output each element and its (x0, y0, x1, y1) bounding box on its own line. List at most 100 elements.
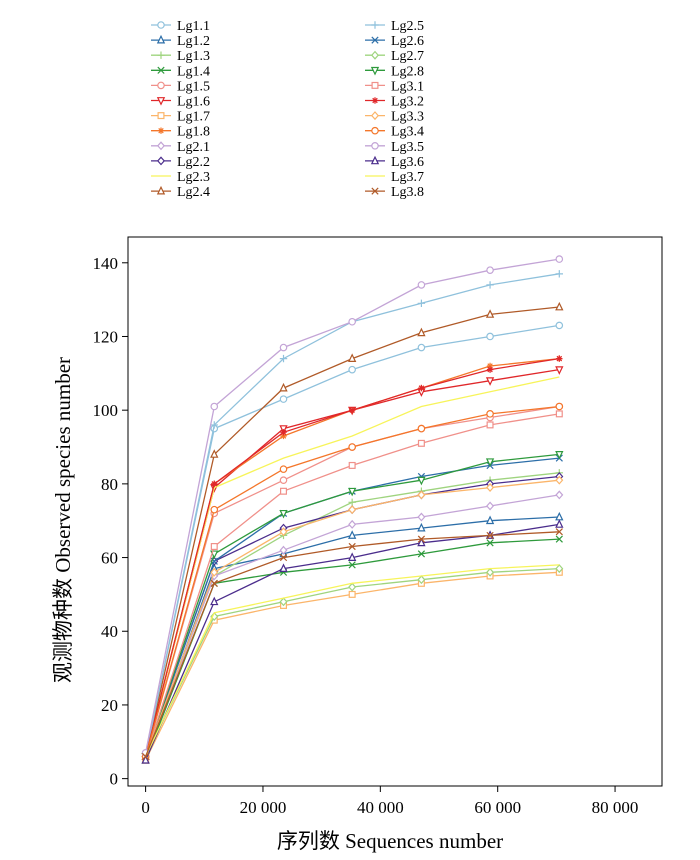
series-lg2-5 (141, 270, 564, 761)
data-point-lg3-5 (555, 255, 564, 263)
legend-label: Lg1.6 (177, 95, 210, 110)
legend-label: Lg3.3 (391, 110, 424, 125)
legend-label: Lg3.7 (391, 170, 424, 185)
series-lg2-7 (141, 564, 564, 762)
x-axis-title: 序列数 Sequences number (277, 829, 503, 853)
legend-label: Lg2.5 (391, 19, 424, 34)
x-tick-label: 20 000 (240, 798, 287, 817)
series-lg3-8 (141, 528, 563, 761)
legend-item-lg1-2: Lg1.2 (151, 34, 210, 49)
series-lg1-4 (141, 535, 563, 764)
data-point-lg3-1 (417, 439, 425, 447)
data-point-lg1-1 (348, 365, 356, 374)
legend-marker (157, 66, 165, 74)
y-tick-label: 140 (93, 254, 119, 273)
legend-item-lg1-8: Lg1.8 (151, 125, 210, 140)
x-tick-label: 60 000 (474, 798, 521, 817)
legend-label: Lg1.3 (177, 49, 210, 64)
legend-marker (157, 127, 165, 134)
data-point-lg2-4 (348, 353, 357, 362)
data-point-lg1-3 (348, 498, 356, 506)
data-point-lg1-8 (486, 362, 494, 370)
data-point-lg3-3 (210, 567, 219, 577)
data-point-lg2-4 (417, 327, 426, 337)
legend-label: Lg1.8 (177, 125, 210, 140)
legend-label: Lg2.3 (177, 170, 210, 185)
x-axis: 0 20 000 40 000 60 000 80 000 (141, 786, 638, 817)
legend-label: Lg2.6 (391, 34, 424, 49)
data-point-lg3-6 (279, 563, 288, 573)
series-line-lg3-7 (145, 564, 560, 757)
data-point-lg3-8 (210, 579, 218, 587)
data-point-lg3-2 (348, 406, 356, 414)
legend-marker (156, 97, 166, 106)
legend-item-lg3-8: Lg3.8 (365, 185, 424, 200)
data-point-lg3-3 (486, 483, 495, 493)
legend-label: Lg1.5 (177, 79, 210, 94)
legend-label: Lg1.7 (177, 110, 210, 125)
data-point-lg3-2 (486, 366, 494, 373)
legend-marker (156, 34, 166, 44)
data-point-lg2-5 (279, 354, 288, 363)
legend-label: Lg3.4 (391, 125, 424, 140)
data-point-lg3-2 (556, 355, 563, 362)
data-point-lg2-4 (279, 382, 288, 392)
data-point-lg3-6 (210, 596, 219, 606)
legend-marker (370, 111, 380, 121)
legend-item-lg1-6: Lg1.6 (151, 95, 210, 110)
series-lg2-3 (144, 376, 560, 757)
data-point-lg1-4 (417, 550, 426, 558)
legend-marker (370, 50, 380, 60)
data-point-lg3-3 (348, 505, 357, 515)
data-point-lg1-5 (279, 476, 288, 484)
data-point-lg3-5 (417, 281, 426, 289)
data-point-lg2-4 (555, 301, 564, 311)
legend-marker (156, 141, 166, 151)
data-point-lg3-4 (210, 505, 219, 514)
data-point-lg1-1 (417, 343, 426, 352)
legend-label: Lg3.6 (391, 155, 424, 170)
data-point-lg1-1 (555, 321, 564, 330)
data-point-lg3-3 (555, 475, 564, 485)
data-point-lg1-4 (555, 535, 563, 543)
data-point-lg3-8 (141, 752, 150, 761)
series-lg3-2 (142, 355, 563, 760)
data-point-lg3-5 (348, 317, 356, 326)
legend-marker (156, 185, 166, 195)
data-point-lg3-4 (486, 410, 494, 418)
data-point-lg2-5 (417, 299, 426, 308)
y-tick-label: 100 (93, 401, 119, 420)
data-point-lg2-1 (348, 519, 357, 529)
data-point-lg2-1 (555, 490, 564, 500)
legend-item-lg1-7: Lg1.7 (151, 110, 210, 125)
legend-item-lg2-6: Lg2.6 (365, 34, 424, 49)
data-point-lg2-4 (485, 309, 495, 318)
legend-item-lg1-1: Lg1.1 (151, 19, 210, 34)
data-point-lg3-8 (555, 528, 563, 536)
data-point-lg3-4 (417, 424, 426, 433)
legend-label: Lg1.2 (177, 34, 210, 49)
data-point-lg2-7 (279, 597, 288, 607)
legend-label: Lg3.8 (391, 185, 424, 200)
data-point-lg3-2 (211, 480, 218, 488)
legend-marker (371, 187, 379, 195)
legend-item-lg1-5: Lg1.5 (151, 79, 210, 94)
data-point-lg1-2 (555, 511, 564, 521)
data-point-lg1-6 (555, 366, 564, 375)
data-point-lg3-2 (280, 429, 287, 436)
data-point-lg1-2 (348, 530, 357, 539)
data-point-lg3-1 (486, 421, 494, 429)
series-lg3-7 (145, 564, 560, 757)
data-point-lg2-8 (555, 450, 564, 460)
data-point-lg3-8 (279, 553, 288, 562)
legend-label: Lg2.7 (391, 49, 424, 64)
y-axis-title: 观测物种数 Observed species number (51, 357, 75, 683)
data-point-lg3-5 (279, 343, 288, 352)
legend-label: Lg1.4 (177, 64, 210, 79)
legend-item-lg3-2: Lg3.2 (365, 95, 424, 110)
legend-label: Lg2.1 (177, 140, 210, 155)
legend-label: Lg3.1 (391, 79, 424, 94)
series-line-lg2-3 (144, 376, 560, 757)
data-point-lg3-2 (418, 384, 425, 392)
